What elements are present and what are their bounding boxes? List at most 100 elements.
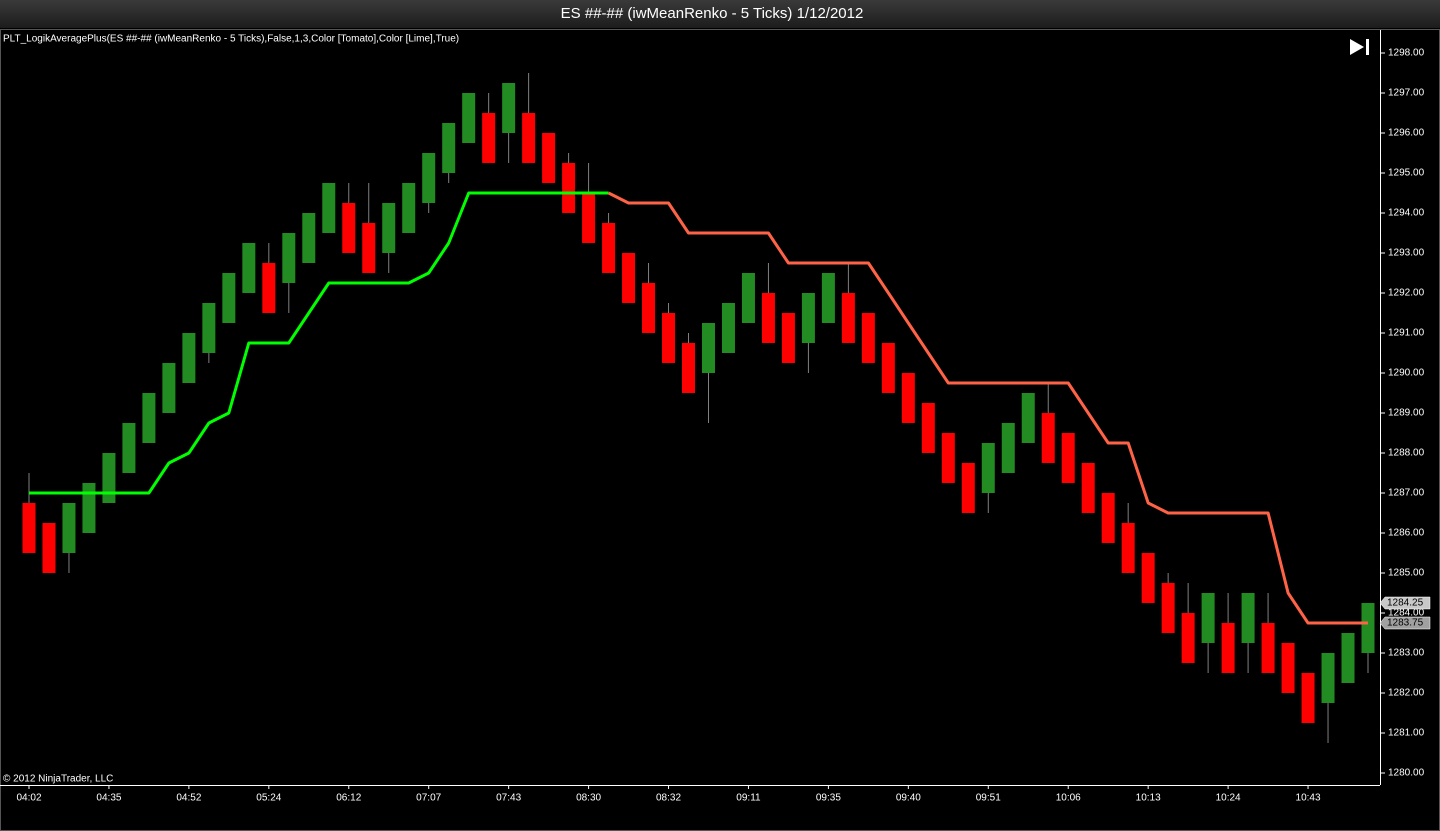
x-tick-label: 10:13	[1136, 793, 1161, 804]
candle-body	[422, 153, 436, 203]
candle-body	[622, 253, 636, 303]
candle-body	[182, 333, 196, 383]
x-tick-label: 07:07	[416, 793, 441, 804]
y-tick-label: 1293.00	[1388, 248, 1425, 259]
x-tick-label: 09:51	[976, 793, 1001, 804]
candle-body	[821, 273, 835, 323]
candle-body	[562, 163, 576, 213]
candle-body	[801, 293, 815, 343]
candle-body	[1321, 653, 1335, 703]
candle-body	[122, 423, 136, 473]
candle-body	[1081, 463, 1095, 513]
y-tick-label: 1288.00	[1388, 448, 1425, 459]
candle-body	[202, 303, 216, 353]
candle-body	[1361, 603, 1375, 653]
candle-body	[1061, 433, 1075, 483]
candle-body	[1201, 593, 1215, 643]
candle-body	[1041, 413, 1055, 463]
x-tick-label: 08:30	[576, 793, 601, 804]
candle-body	[1281, 643, 1295, 693]
x-tick-label: 10:06	[1056, 793, 1081, 804]
x-tick-label: 08:32	[656, 793, 681, 804]
x-tick-label: 10:43	[1296, 793, 1321, 804]
y-tick-label: 1281.00	[1388, 728, 1425, 739]
y-tick-label: 1290.00	[1388, 368, 1425, 379]
candle-body	[222, 273, 236, 323]
candle-body	[1221, 623, 1235, 673]
x-tick-label: 07:43	[496, 793, 521, 804]
candle-body	[761, 293, 775, 343]
candle-body	[482, 113, 496, 163]
candle-body	[682, 343, 696, 393]
candle-body	[981, 443, 995, 493]
x-tick-label: 10:24	[1216, 793, 1241, 804]
candle-body	[861, 313, 875, 363]
candle-body	[901, 373, 915, 423]
candle-body	[462, 93, 476, 143]
candle-body	[1021, 393, 1035, 443]
x-tick-label: 09:11	[736, 793, 761, 804]
candle-body	[62, 503, 76, 553]
candles	[22, 73, 1375, 743]
candle-body	[382, 203, 396, 253]
end-bar-icon	[1366, 39, 1369, 55]
scroll-end-button[interactable]	[1346, 36, 1372, 58]
candle-body	[781, 313, 795, 363]
candle-body	[921, 403, 935, 453]
candle-body	[1341, 633, 1355, 683]
candle-body	[1141, 553, 1155, 603]
y-tick-label: 1282.00	[1388, 688, 1425, 699]
y-tick-label: 1287.00	[1388, 488, 1425, 499]
x-tick-label: 09:40	[896, 793, 921, 804]
candle-body	[302, 213, 316, 263]
x-tick-label: 09:35	[816, 793, 841, 804]
candle-body	[162, 363, 176, 413]
candle-body	[662, 313, 676, 363]
title-bar	[0, 0, 1440, 28]
y-tick-label: 1285.00	[1388, 568, 1425, 579]
candle-body	[721, 303, 735, 353]
y-tick-label: 1283.00	[1388, 648, 1425, 659]
y-tick-label: 1295.00	[1388, 168, 1425, 179]
y-tick-label: 1297.00	[1388, 88, 1425, 99]
candle-body	[42, 523, 56, 573]
candle-body	[961, 463, 975, 513]
candle-body	[282, 233, 296, 283]
x-tick-label: 06:12	[336, 793, 361, 804]
candle-body	[1241, 593, 1255, 643]
candle-body	[701, 323, 715, 373]
x-tick-label: 04:35	[96, 793, 121, 804]
candle-body	[322, 183, 336, 233]
candle-body	[242, 243, 256, 293]
indicator-line	[29, 191, 609, 495]
y-tick-label: 1284.00	[1388, 608, 1425, 619]
candle-body	[1101, 493, 1115, 543]
price-marker-label: 1284.25	[1387, 598, 1424, 609]
candle-body	[142, 393, 156, 443]
candle-body	[1181, 613, 1195, 663]
x-tick-label: 05:24	[256, 793, 281, 804]
price-marker	[1379, 616, 1431, 630]
candle-body	[542, 133, 556, 183]
y-tick-label: 1286.00	[1388, 528, 1425, 539]
indicator-label: PLT_LogikAveragePlus(ES ##-## (iwMeanRen…	[3, 34, 459, 45]
window-title: ES ##-## (iwMeanRenko - 5 Ticks) 1/12/20…	[561, 5, 864, 22]
x-tick-label: 04:02	[16, 793, 41, 804]
candle-body	[741, 273, 755, 323]
candle-body	[841, 293, 855, 343]
candle-body	[362, 223, 376, 273]
price-marker	[1379, 596, 1431, 610]
candle-body	[1161, 583, 1175, 633]
candle-body	[502, 83, 516, 133]
play-icon	[1350, 39, 1364, 55]
candle-body	[941, 433, 955, 483]
candle-body	[442, 123, 456, 173]
candle-body	[102, 453, 116, 503]
y-tick-label: 1296.00	[1388, 128, 1425, 139]
candle-body	[402, 183, 416, 233]
x-tick-label: 04:52	[176, 793, 201, 804]
indicator-line	[607, 191, 1368, 625]
candle-body	[582, 193, 596, 243]
copyright: © 2012 NinjaTrader, LLC	[3, 774, 113, 785]
